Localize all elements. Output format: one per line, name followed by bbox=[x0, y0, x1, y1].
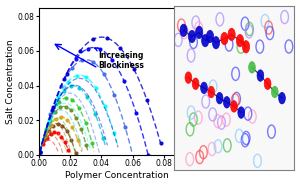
Circle shape bbox=[264, 78, 271, 90]
Circle shape bbox=[202, 34, 209, 47]
Circle shape bbox=[196, 26, 203, 39]
Circle shape bbox=[224, 97, 230, 108]
Circle shape bbox=[221, 32, 228, 45]
Circle shape bbox=[216, 92, 223, 104]
Text: Increasing
Blockiness: Increasing Blockiness bbox=[95, 48, 144, 70]
Circle shape bbox=[188, 30, 196, 43]
Circle shape bbox=[212, 36, 220, 49]
Circle shape bbox=[208, 86, 214, 98]
Circle shape bbox=[185, 72, 192, 83]
Circle shape bbox=[257, 70, 264, 81]
Circle shape bbox=[231, 101, 237, 112]
Y-axis label: Salt Concentration: Salt Concentration bbox=[6, 39, 15, 124]
Circle shape bbox=[192, 78, 199, 90]
Circle shape bbox=[272, 86, 278, 98]
Circle shape bbox=[238, 107, 244, 118]
X-axis label: Polymer Concentration: Polymer Concentration bbox=[65, 171, 169, 180]
Circle shape bbox=[180, 24, 187, 36]
Circle shape bbox=[249, 62, 255, 73]
Circle shape bbox=[228, 28, 235, 41]
Circle shape bbox=[242, 41, 250, 53]
Circle shape bbox=[279, 92, 285, 104]
Circle shape bbox=[236, 34, 244, 47]
Circle shape bbox=[206, 30, 214, 43]
Circle shape bbox=[201, 82, 207, 94]
